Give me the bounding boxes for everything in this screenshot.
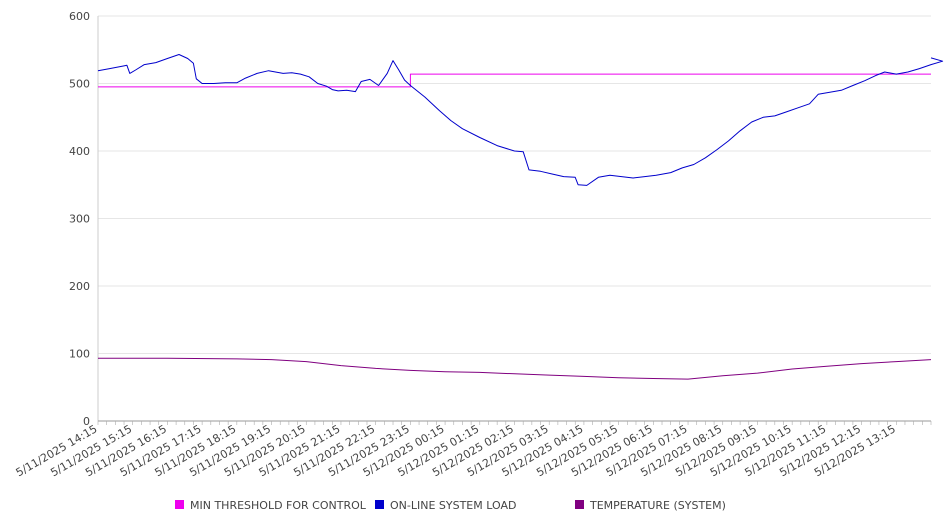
- gridlines: [98, 15, 931, 354]
- legend-label: MIN THRESHOLD FOR CONTROL: [190, 499, 367, 512]
- series-line-temperature-system: [98, 357, 932, 380]
- y-tick-label: 300: [69, 213, 90, 226]
- series-lines: [97, 54, 944, 380]
- series-line-on-line-system-load: [97, 54, 944, 186]
- x-axis: 5/11/2025 14:155/11/2025 15:155/11/2025 …: [14, 420, 932, 479]
- legend: MIN THRESHOLD FOR CONTROL ON-LINE SYSTEM …: [175, 499, 726, 512]
- legend-label: ON-LINE SYSTEM LOAD: [390, 499, 516, 512]
- y-axis: 0 100 200 300 400 500 600: [69, 10, 99, 428]
- y-tick-label: 200: [69, 280, 90, 293]
- legend-label: TEMPERATURE (SYSTEM): [589, 499, 726, 512]
- y-tick-label: 600: [69, 10, 90, 23]
- legend-swatch: [375, 500, 384, 509]
- y-tick-label: 400: [69, 145, 90, 158]
- legend-swatch: [175, 500, 184, 509]
- y-tick-label: 0: [83, 415, 90, 428]
- y-tick-label: 500: [69, 78, 90, 91]
- legend-swatch: [575, 500, 584, 509]
- series-line-min-threshold-for-control: [98, 73, 931, 88]
- y-tick-label: 100: [69, 348, 90, 361]
